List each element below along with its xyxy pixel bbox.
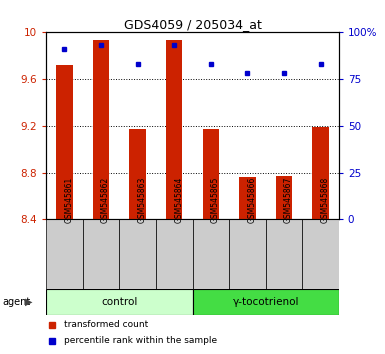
Bar (83, 219, 119, 289)
Bar (276, 176, 292, 219)
Bar (46, 219, 83, 289)
Bar (192, 219, 229, 289)
Title: GDS4059 / 205034_at: GDS4059 / 205034_at (124, 18, 261, 31)
Bar (119, 219, 156, 289)
Bar (166, 40, 182, 219)
Bar (266, 219, 302, 289)
Text: γ-tocotrienol: γ-tocotrienol (233, 297, 299, 307)
Text: ▶: ▶ (25, 297, 32, 307)
Bar (203, 129, 219, 219)
Bar (156, 219, 192, 289)
Text: GSM545866: GSM545866 (248, 177, 256, 223)
Text: transformed count: transformed count (64, 320, 148, 330)
Text: agent: agent (2, 297, 30, 307)
Bar (93, 40, 109, 219)
Text: control: control (101, 297, 137, 307)
Bar (312, 127, 329, 219)
Text: GSM545867: GSM545867 (284, 177, 293, 223)
Text: GSM545861: GSM545861 (64, 177, 74, 223)
Text: percentile rank within the sample: percentile rank within the sample (64, 336, 217, 345)
Text: GSM545862: GSM545862 (101, 177, 110, 223)
Bar (46, 289, 192, 315)
Bar (56, 65, 73, 219)
Bar (239, 177, 256, 219)
Text: GSM545863: GSM545863 (138, 177, 147, 223)
Bar (129, 129, 146, 219)
Text: GSM545868: GSM545868 (321, 177, 330, 223)
Text: GSM545864: GSM545864 (174, 177, 183, 223)
Bar (302, 219, 339, 289)
Bar (229, 219, 266, 289)
Text: GSM545865: GSM545865 (211, 177, 220, 223)
Bar (192, 289, 339, 315)
